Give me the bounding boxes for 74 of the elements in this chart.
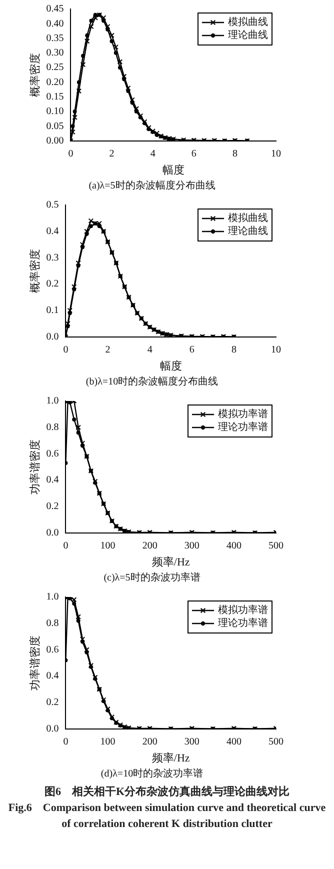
- x-tick-label: 300: [184, 540, 200, 552]
- y-tick-label: 0.2: [46, 501, 59, 512]
- y-tick-label: 0.40: [46, 18, 64, 30]
- caption: 图6 相关相干K分布杂波仿真曲线与理论曲线对比: [43, 784, 291, 800]
- y-tick-label: 0.20: [46, 76, 64, 88]
- text: (b)λ=10时的杂波幅度分布曲线: [86, 376, 218, 388]
- legend-label: 模拟功率谱: [218, 408, 268, 420]
- y-axis-title: 功率谱密度: [28, 439, 42, 494]
- x-tick-label: 200: [142, 736, 158, 748]
- y-tick-label: 0.1: [46, 305, 59, 316]
- y-axis-title: 概率密度: [28, 52, 42, 97]
- caption: Fig.6 Comparison between simulation curve and theoretical curve of correlation coherent K distribution clutter: [7, 801, 327, 832]
- x-tick-label: 2: [105, 344, 110, 356]
- y-tick-label: 0.0: [46, 527, 59, 538]
- legend-label: 模拟曲线: [228, 212, 268, 224]
- x-tick-label: 0: [63, 540, 68, 552]
- x-axis-title: 幅度: [160, 359, 182, 372]
- x-tick-label: 4: [147, 344, 152, 356]
- legend-label: 模拟曲线: [228, 16, 268, 28]
- y-tick-label: 0.8: [46, 422, 59, 433]
- x-tick-label: 300: [184, 736, 200, 748]
- legend-label: 模拟功率谱: [218, 604, 268, 616]
- y-tick-label: 0.4: [46, 670, 59, 682]
- x-tick-label: 100: [100, 540, 116, 552]
- y-axis-title: 功率谱密度: [28, 635, 42, 690]
- x-tick-label: 500: [268, 540, 284, 552]
- legend-label: 理论曲线: [228, 29, 268, 42]
- y-tick-label: 0.05: [46, 120, 64, 132]
- text: (d)λ=10时的杂波功率谱: [100, 768, 204, 780]
- legend-label: 理论功率谱: [218, 617, 268, 630]
- y-tick-label: 0.00: [46, 135, 64, 146]
- x-tick-label: 2: [109, 148, 114, 160]
- legend-label: 理论曲线: [228, 225, 268, 238]
- text: (c)λ=5时的杂波功率谱: [104, 572, 200, 584]
- y-tick-label: 0.2: [46, 278, 59, 290]
- y-tick-label: 0.35: [46, 32, 64, 44]
- x-axis-title: 幅度: [162, 163, 184, 176]
- x-tick-label: 8: [232, 148, 238, 160]
- x-tick-label: 100: [100, 736, 116, 748]
- x-tick-label: 400: [226, 540, 242, 552]
- x-tick-label: 0: [68, 148, 74, 160]
- x-axis-title: 频率/Hz: [152, 555, 190, 568]
- x-tick-label: 0: [63, 736, 68, 748]
- x-tick-label: 500: [268, 736, 284, 748]
- y-tick-label: 0.6: [46, 448, 59, 460]
- y-axis-title: 概率密度: [28, 248, 42, 293]
- y-tick-label: 1.0: [46, 592, 59, 603]
- y-tick-label: 0.10: [46, 106, 64, 118]
- y-tick-label: 0.5: [46, 200, 59, 211]
- y-tick-label: 0.15: [46, 91, 64, 102]
- x-tick-label: 8: [231, 344, 236, 356]
- x-tick-label: 400: [226, 736, 242, 748]
- y-tick-label: 0.30: [46, 48, 64, 59]
- y-tick-label: 0.8: [46, 618, 59, 629]
- x-tick-label: 10: [271, 148, 281, 160]
- x-tick-label: 200: [142, 540, 158, 552]
- y-tick-label: 0.0: [46, 723, 59, 734]
- y-tick-label: 0.4: [46, 474, 59, 486]
- y-tick-label: 0.4: [46, 226, 59, 237]
- legend-label: 理论功率谱: [218, 421, 268, 434]
- y-tick-label: 0.0: [46, 331, 59, 342]
- y-tick-label: 0.6: [46, 644, 59, 656]
- x-tick-label: 0: [63, 344, 68, 356]
- y-tick-label: 1.0: [46, 396, 59, 407]
- x-axis-title: 频率/Hz: [152, 751, 190, 764]
- y-tick-label: 0.25: [46, 62, 64, 74]
- text: (a)λ=5时的杂波幅度分布曲线: [88, 180, 216, 192]
- y-tick-label: 0.45: [46, 4, 64, 15]
- x-tick-label: 6: [191, 148, 196, 160]
- y-tick-label: 0.2: [46, 697, 59, 708]
- x-tick-label: 10: [271, 344, 281, 356]
- x-tick-label: 6: [189, 344, 194, 356]
- y-tick-label: 0.3: [46, 252, 59, 264]
- x-tick-label: 4: [150, 148, 156, 160]
